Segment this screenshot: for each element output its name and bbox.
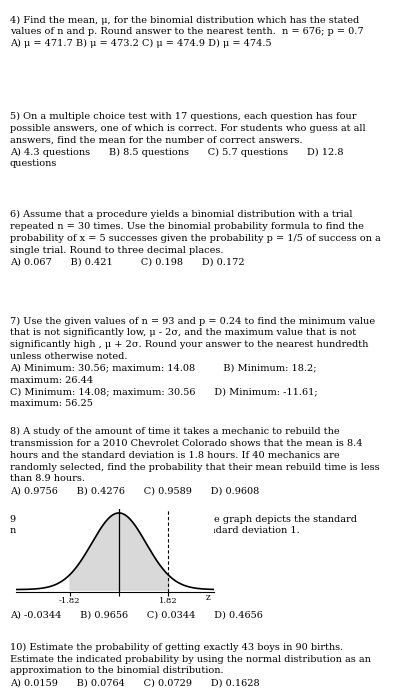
Text: 5) On a multiple choice test with 17 questions, each question has four
possible : 5) On a multiple choice test with 17 que… <box>10 112 366 169</box>
Text: 7) Use the given values of n = 93 and p = 0.24 to find the minimum value
that is: 7) Use the given values of n = 93 and p … <box>10 316 375 408</box>
Text: 4) Find the mean, μ, for the binomial distribution which has the stated
values o: 4) Find the mean, μ, for the binomial di… <box>10 15 364 48</box>
Text: 10) Estimate the probability of getting exactly 43 boys in 90 births.
Estimate t: 10) Estimate the probability of getting … <box>10 643 371 687</box>
Text: z: z <box>206 593 210 602</box>
Text: 8) A study of the amount of time it takes a mechanic to rebuild the
transmission: 8) A study of the amount of time it take… <box>10 427 379 495</box>
Text: 6) Assume that a procedure yields a binomial distribution with a trial
repeated : 6) Assume that a procedure yields a bino… <box>10 210 381 266</box>
Text: 9) Find the area of the shaded region. The graph depicts the standard
normal dis: 9) Find the area of the shaded region. T… <box>10 514 357 536</box>
Text: A) -0.0344      B) 0.9656      C) 0.0344      D) 0.4656: A) -0.0344 B) 0.9656 C) 0.0344 D) 0.4656 <box>10 610 263 620</box>
